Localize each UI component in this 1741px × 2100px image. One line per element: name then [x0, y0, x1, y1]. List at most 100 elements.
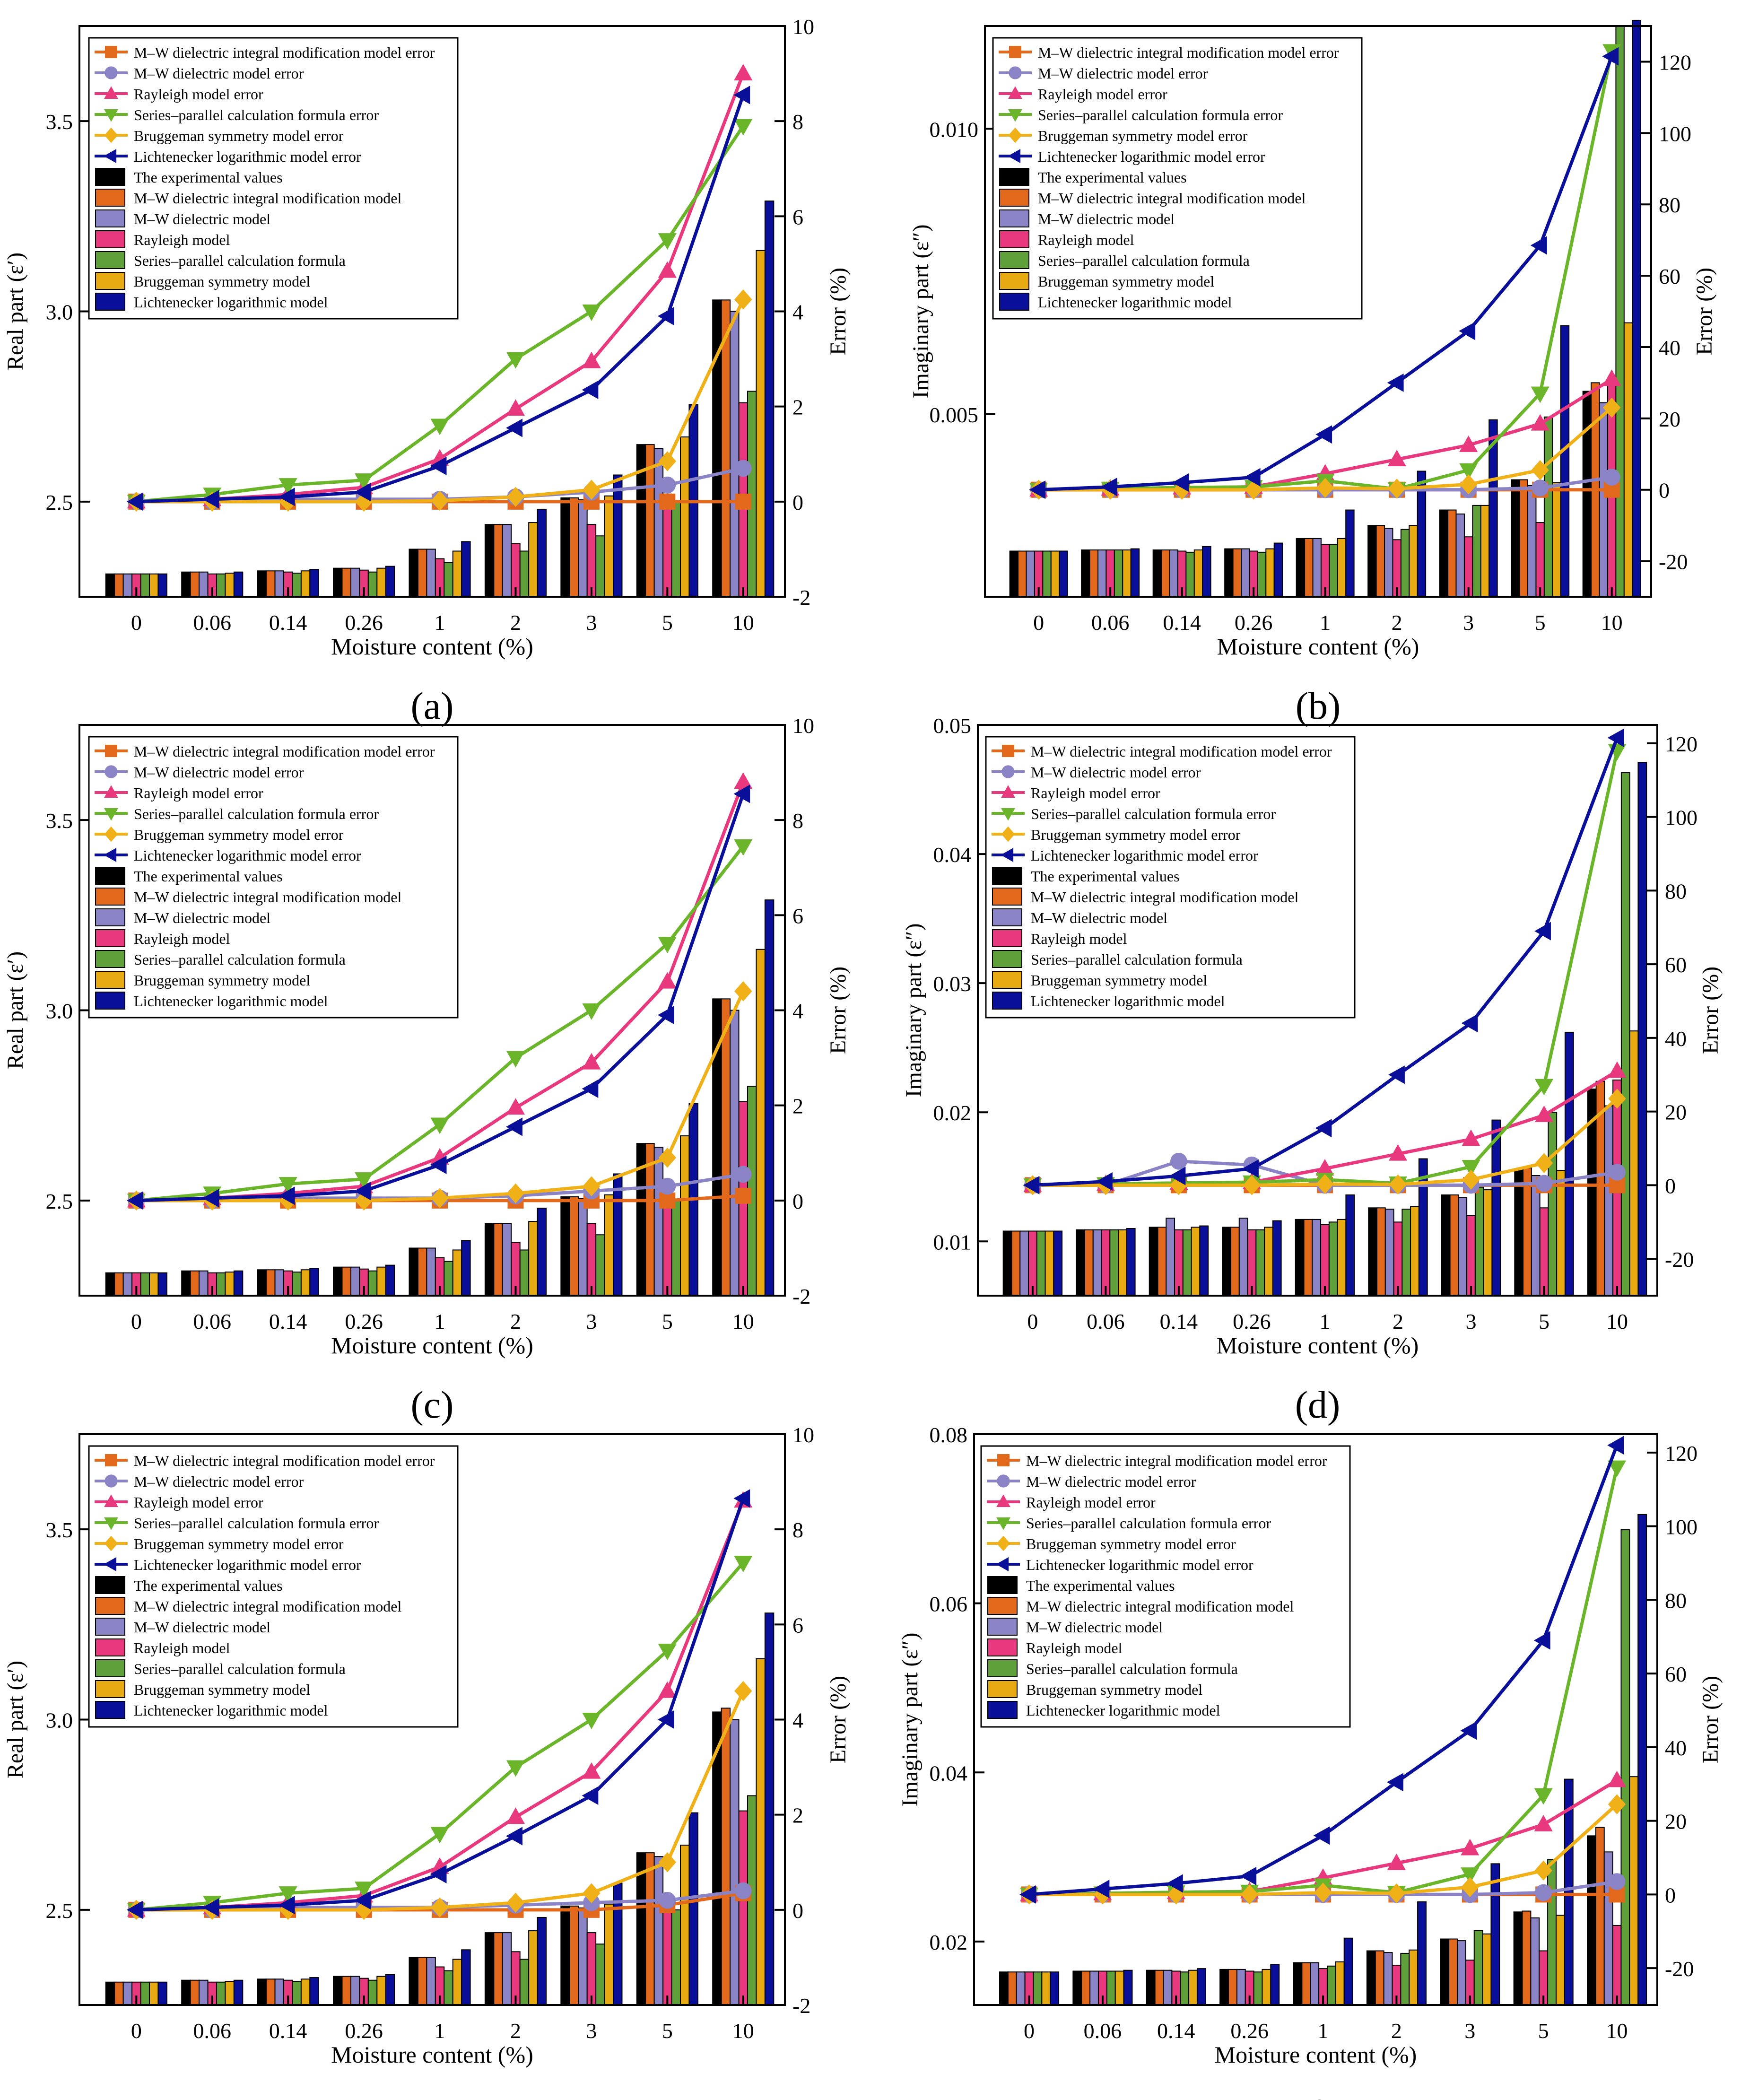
error-marker-4-8: [734, 981, 752, 1002]
bar-3-3: [1247, 1229, 1257, 1296]
error-marker-1-7: [659, 1177, 676, 1195]
bar-5-3: [1265, 548, 1275, 598]
y-tick-label: 2.5: [46, 1189, 73, 1213]
bar-5-7: [1552, 482, 1561, 597]
bar-0-6: [1440, 1938, 1450, 2005]
error-marker-5-0: [126, 492, 143, 511]
x-tick-label: 0.14: [1157, 2019, 1195, 2043]
x-tick-label: 10: [1601, 610, 1623, 635]
bar-5-4: [452, 550, 462, 597]
error-marker-4-4: [431, 1897, 449, 1918]
bar-2-3: [350, 1976, 360, 2005]
y-axis-label: Imaginary part (ε″): [897, 1633, 923, 1807]
x-tick-label: 5: [662, 1309, 673, 1333]
bar-2-5: [502, 1223, 512, 1296]
error-marker-3-7: [658, 1644, 677, 1661]
bar-1-3: [341, 567, 351, 598]
legend-swatch-2: [95, 209, 125, 227]
bar-2-5: [1383, 1952, 1393, 2005]
error-marker-5-2: [278, 1186, 295, 1205]
x-tick-label: 0: [131, 1309, 142, 1333]
bar-0-7: [1514, 1168, 1524, 1296]
y2-tick-label: 20: [1665, 1810, 1687, 1834]
bar-6-6: [613, 1173, 623, 1296]
legend-label: M–W dielectric integral modification mod…: [134, 743, 435, 760]
x-axis-label: Moisture content (%): [331, 633, 533, 660]
error-marker-4-3: [1240, 1884, 1259, 1905]
legend-label: M–W dielectric model: [134, 909, 270, 926]
error-marker-5-3: [354, 1182, 371, 1201]
error-marker-4-8: [734, 289, 752, 310]
legend-label: Lichtenecker logarithmic model error: [1031, 847, 1258, 864]
y2-tick-label: 100: [1659, 122, 1691, 146]
bar-1-0: [1011, 1230, 1021, 1296]
error-marker-4-5: [1387, 1883, 1406, 1904]
error-marker-2-5: [1388, 1144, 1408, 1161]
legend-label: M–W dielectric integral modification mod…: [134, 1598, 401, 1615]
bar-1-6: [1448, 1938, 1458, 2005]
y2-tick-label: -20: [1659, 550, 1688, 574]
error-marker-2-6: [582, 351, 601, 368]
bar-0-5: [1366, 1950, 1376, 2006]
bar-1-1: [190, 571, 200, 597]
error-marker-5-4: [1313, 1826, 1330, 1845]
bar-0-2: [257, 570, 267, 598]
bar-0-2: [257, 1269, 267, 1297]
x-tick-label: 0.06: [1084, 2019, 1122, 2043]
bar-4-5: [519, 1959, 530, 2005]
legend-swatch-6: [987, 1701, 1018, 1719]
panel-label: (b): [1296, 684, 1341, 727]
error-marker-3-6: [582, 1003, 601, 1020]
y2-tick-label: -2: [792, 585, 810, 610]
legend-label: The experimental values: [134, 1577, 283, 1594]
bar-6-7: [1564, 1031, 1574, 1296]
bar-6-3: [1272, 1220, 1282, 1297]
x-tick-label: 0: [1027, 1309, 1038, 1333]
bar-5-7: [680, 436, 690, 597]
y2-tick-label: 10: [792, 15, 814, 39]
bar-0-6: [560, 1196, 570, 1296]
bar-0-1: [1072, 1970, 1082, 2006]
bar-4-3: [367, 571, 378, 597]
bar-1-3: [1230, 1227, 1240, 1297]
legend-marker-0: [1002, 745, 1014, 757]
bar-1-3: [1227, 1969, 1237, 2006]
legend-swatch-5: [95, 971, 125, 989]
legend-marker-2: [1008, 86, 1022, 99]
bar-1-1: [1081, 1970, 1091, 2006]
bar-4-3: [1253, 1971, 1263, 2005]
bar-2-6: [1455, 513, 1465, 597]
bar-5-3: [376, 1266, 386, 1296]
y-tick-label: 0.08: [930, 1423, 968, 1447]
bar-2-2: [274, 1269, 284, 1297]
error-marker-2-7: [1534, 1815, 1553, 1831]
x-tick-label: 0.06: [1087, 1309, 1125, 1333]
bar-5-3: [376, 567, 386, 598]
legend-label: Bruggeman symmetry model error: [134, 826, 344, 843]
bar-2-8: [730, 311, 740, 597]
bar-4-6: [595, 535, 605, 597]
bar-6-3: [385, 1974, 395, 2005]
bar-0-8: [1582, 391, 1592, 597]
legend-marker-1: [1009, 66, 1022, 79]
error-marker-2-5: [506, 1098, 525, 1115]
y2-tick-label: 60: [1665, 1662, 1687, 1686]
legend-label: The experimental values: [134, 169, 283, 186]
bar-5-3: [376, 1976, 386, 2005]
bar-6-5: [537, 508, 547, 597]
error-marker-1-7: [659, 476, 676, 494]
bar-1-4: [1304, 538, 1314, 597]
bar-0-0: [105, 573, 115, 597]
x-tick-label: 3: [1465, 1309, 1476, 1333]
y2-tick-label: -20: [1665, 1247, 1694, 1272]
error-marker-2-5: [506, 399, 525, 416]
bar-2-0: [1026, 550, 1035, 597]
bar-2-6: [578, 499, 588, 598]
bar-6-4: [461, 1949, 471, 2005]
bar-2-4: [426, 549, 436, 597]
legend-label: Series–parallel calculation formula: [1038, 252, 1250, 269]
error-marker-2-5: [1387, 450, 1406, 467]
x-tick-label: 10: [1606, 2019, 1628, 2043]
bar-4-4: [1326, 1965, 1336, 2005]
bar-5-5: [528, 1930, 538, 2006]
